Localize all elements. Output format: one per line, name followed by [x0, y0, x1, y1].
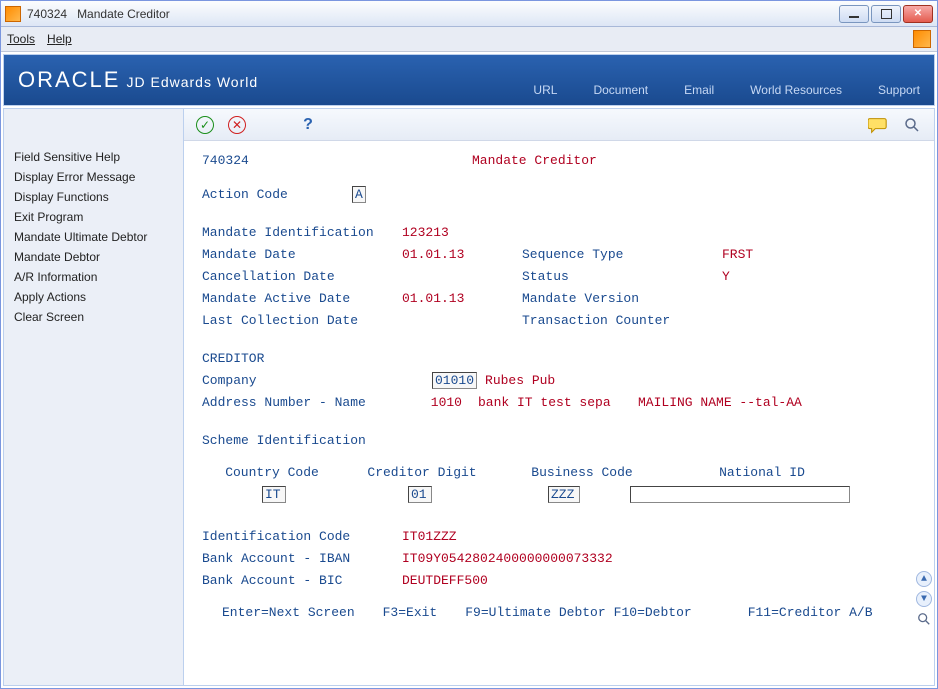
company-code-field[interactable]: 01010: [432, 372, 477, 389]
address-number-label: Address Number - Name: [202, 395, 402, 410]
sequence-type-label: Sequence Type: [522, 247, 722, 262]
program-id: 740324: [202, 153, 472, 168]
iban-label: Bank Account - IBAN: [202, 551, 402, 566]
sidebar: Field Sensitive Help Display Error Messa…: [4, 109, 184, 685]
status-value: Y: [722, 269, 730, 284]
nav-email[interactable]: Email: [684, 83, 714, 97]
logo: ORACLE JD Edwards World: [18, 67, 258, 93]
sidebar-item-mandate-ultimate-debtor[interactable]: Mandate Ultimate Debtor: [4, 227, 183, 247]
brand-secondary: JD Edwards World: [126, 74, 258, 90]
nav-url[interactable]: URL: [533, 83, 557, 97]
sidebar-item-field-sensitive-help[interactable]: Field Sensitive Help: [4, 147, 183, 167]
business-code-field[interactable]: ZZZ: [548, 486, 580, 503]
sequence-type-value: FRST: [722, 247, 753, 262]
minimize-button[interactable]: [839, 5, 869, 23]
fkey-f10: F10=Debtor: [614, 605, 692, 620]
scroll-up-icon[interactable]: ▲: [916, 571, 932, 587]
national-id-label: National ID: [662, 465, 862, 480]
national-id-field[interactable]: [630, 486, 850, 503]
nav-document[interactable]: Document: [593, 83, 648, 97]
action-code-label: Action Code: [202, 187, 352, 202]
top-nav: URL Document Email World Resources Suppo…: [533, 83, 920, 97]
bic-label: Bank Account - BIC: [202, 573, 402, 588]
sidebar-item-display-error-message[interactable]: Display Error Message: [4, 167, 183, 187]
creditor-heading: CREDITOR: [202, 351, 264, 366]
address-number-value: 1010: [402, 395, 462, 410]
form-content: 740324 Mandate Creditor Action Code A Ma…: [184, 141, 934, 685]
identification-code-value: IT01ZZZ: [402, 529, 457, 544]
nav-world-resources[interactable]: World Resources: [750, 83, 842, 97]
transaction-counter-label: Transaction Counter: [522, 313, 722, 328]
mandate-id-label: Mandate Identification: [202, 225, 402, 240]
mandate-active-date-label: Mandate Active Date: [202, 291, 402, 306]
country-code-label: Country Code: [202, 465, 342, 480]
titlebar[interactable]: 740324 Mandate Creditor: [1, 1, 937, 27]
close-button[interactable]: [903, 5, 933, 23]
right-scroll-icons: ▲ ▼: [916, 571, 932, 627]
cancel-icon[interactable]: ✕: [228, 116, 246, 134]
mini-toolbar: ✓ ✕ ?: [184, 109, 934, 141]
action-code-field[interactable]: A: [352, 186, 366, 203]
status-label: Status: [522, 269, 722, 284]
maximize-button[interactable]: [871, 5, 901, 23]
address-name-value: bank IT test sepa: [478, 395, 638, 410]
mandate-version-label: Mandate Version: [522, 291, 722, 306]
fkey-f11: F11=Creditor A/B: [748, 605, 873, 620]
help-icon[interactable]: ?: [298, 115, 318, 135]
screen-title: Mandate Creditor: [472, 153, 597, 168]
sidebar-item-ar-information[interactable]: A/R Information: [4, 267, 183, 287]
scheme-id-label: Scheme Identification: [202, 433, 366, 448]
mandate-date-label: Mandate Date: [202, 247, 402, 262]
accept-icon[interactable]: ✓: [196, 116, 214, 134]
country-code-field[interactable]: IT: [262, 486, 286, 503]
scroll-down-icon[interactable]: ▼: [916, 591, 932, 607]
identification-code-label: Identification Code: [202, 529, 402, 544]
creditor-digit-field[interactable]: 01: [408, 486, 432, 503]
main-panel: ✓ ✕ ? 740324 Mandate Creditor: [184, 109, 934, 685]
sidebar-item-display-functions[interactable]: Display Functions: [4, 187, 183, 207]
fkey-enter: Enter=Next Screen: [222, 605, 355, 620]
menu-tools[interactable]: Tools: [7, 32, 35, 46]
creditor-digit-label: Creditor Digit: [342, 465, 502, 480]
app-window: 740324 Mandate Creditor Tools Help ORACL…: [0, 0, 938, 689]
search-icon[interactable]: [902, 115, 922, 135]
menubar: Tools Help: [1, 27, 937, 52]
sidebar-item-apply-actions[interactable]: Apply Actions: [4, 287, 183, 307]
company-name-value: Rubes Pub: [485, 373, 555, 388]
window-controls: [839, 5, 933, 23]
fkey-f3: F3=Exit: [383, 605, 438, 620]
company-label: Company: [202, 373, 432, 388]
mandate-id-value: 123213: [402, 225, 449, 240]
function-keys: Enter=Next Screen F3=Exit F9=Ultimate De…: [202, 603, 916, 621]
zoom-icon[interactable]: [916, 611, 932, 627]
sidebar-item-exit-program[interactable]: Exit Program: [4, 207, 183, 227]
brand-icon: [913, 30, 931, 48]
header-banner: ORACLE JD Edwards World URL Document Ema…: [3, 54, 935, 106]
chat-icon[interactable]: [868, 115, 888, 135]
business-code-label: Business Code: [502, 465, 662, 480]
app-icon: [5, 6, 21, 22]
last-collection-date-label: Last Collection Date: [202, 313, 402, 328]
sidebar-item-mandate-debtor[interactable]: Mandate Debtor: [4, 247, 183, 267]
mandate-active-date-value: 01.01.13: [402, 291, 522, 306]
brand-primary: ORACLE: [18, 67, 120, 93]
mailing-name-value: MAILING NAME --tal-AA: [638, 395, 802, 410]
window-title: 740324 Mandate Creditor: [27, 7, 839, 21]
fkey-f9: F9=Ultimate Debtor: [465, 605, 605, 620]
body-wrap: Field Sensitive Help Display Error Messa…: [3, 108, 935, 686]
nav-support[interactable]: Support: [878, 83, 920, 97]
mandate-date-value: 01.01.13: [402, 247, 522, 262]
cancellation-date-label: Cancellation Date: [202, 269, 402, 284]
bic-value: DEUTDEFF500: [402, 573, 488, 588]
menu-help[interactable]: Help: [47, 32, 72, 46]
sidebar-item-clear-screen[interactable]: Clear Screen: [4, 307, 183, 327]
iban-value: IT09Y0542802400000000073332: [402, 551, 613, 566]
